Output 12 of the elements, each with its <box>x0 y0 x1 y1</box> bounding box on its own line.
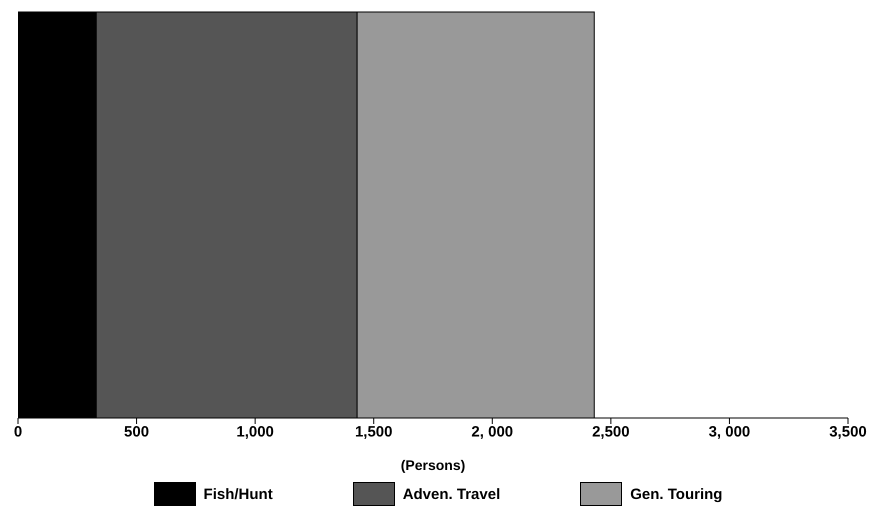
x-tick-label: 2,500 <box>592 424 630 441</box>
legend-label: Gen. Touring <box>630 486 722 502</box>
legend-label: Adven. Travel <box>402 486 500 502</box>
x-axis-title: (Persons) <box>400 457 466 473</box>
x-tick-label: 3, 000 <box>708 424 750 441</box>
x-tick-label: 1,500 <box>354 424 392 441</box>
x-tick-label: 500 <box>124 424 150 441</box>
legend-label: Fish/Hunt <box>204 486 273 502</box>
x-tick-label: 3,500 <box>829 424 867 441</box>
x-tick-label: 0 <box>14 424 22 441</box>
x-tick-label: 1,000 <box>236 424 274 441</box>
x-tick-label: 2, 000 <box>471 424 514 441</box>
